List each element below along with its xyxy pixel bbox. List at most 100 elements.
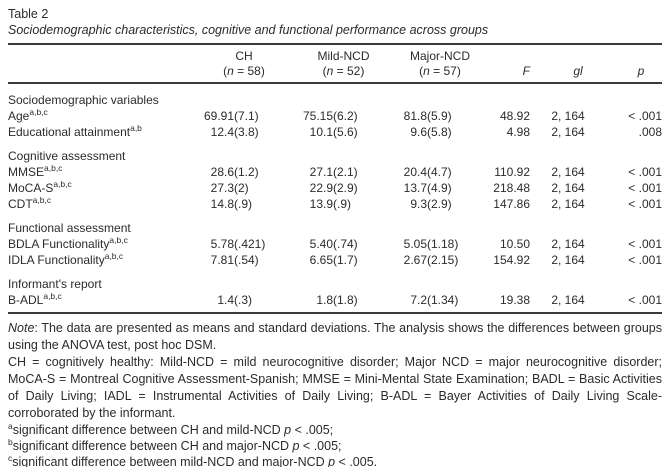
major-mean: 13.7 <box>403 181 427 195</box>
table-number: Table 2 <box>8 7 49 21</box>
row-superscript: a,b,c <box>104 251 124 261</box>
row-label-cell: Agea,b,c <box>8 108 194 124</box>
mild-sd: (2.1) <box>333 165 358 179</box>
gl-value: 2, 164 <box>551 125 585 139</box>
footnote-marker: c <box>8 452 13 463</box>
ch-sd: (.9) <box>234 197 252 211</box>
gl-value: 2, 164 <box>551 293 585 307</box>
major-mean: 20.4 <box>403 165 427 179</box>
section-row: Cognitive assessment <box>8 140 662 164</box>
table-row: B-ADLa,b,c 1.4 (.3) 1.8 (1.8) 7.2 (1.34)… <box>8 292 662 313</box>
gl-value: 2, 164 <box>551 181 585 195</box>
note-paragraph: Note: The data are presented as means an… <box>8 321 662 352</box>
ch-sd: (.54) <box>234 253 259 267</box>
mild-sd: (.74) <box>333 237 358 251</box>
f-value: 4.98 <box>506 125 530 139</box>
mild-mean: 13.9 <box>309 197 333 211</box>
group-header-ch: CH (n = 58) <box>194 44 294 84</box>
section-title: Informant's report <box>8 277 102 291</box>
ch-mean: 14.8 <box>210 197 234 211</box>
header-spacer <box>8 44 194 84</box>
f-value: 147.86 <box>493 197 530 211</box>
major-mean: 7.2 <box>410 293 427 307</box>
p-symbol: p <box>292 439 300 453</box>
row-label: BDLA Functionality <box>8 237 110 251</box>
p-symbol: p <box>284 423 292 437</box>
group-header-mild-ncd: Mild-NCD (n = 52) <box>294 44 393 84</box>
major-sd: (5.8) <box>427 125 452 139</box>
row-superscript: a,b,c <box>43 291 62 301</box>
row-label: CDT <box>8 197 33 211</box>
mild-mean: 22.9 <box>309 181 333 195</box>
section-row: Functional assessment <box>8 212 662 236</box>
ch-mean: 12.4 <box>210 125 234 139</box>
row-superscript: a,b <box>130 123 142 133</box>
table-notes: Note: The data are presented as means an… <box>8 320 662 467</box>
major-sd: (1.34) <box>427 293 459 307</box>
row-superscript: a,b,c <box>109 235 128 245</box>
row-label-cell: IDLA Functionalitya,b,c <box>8 252 194 268</box>
table-row: BDLA Functionalitya,b,c 5.78 (.421) 5.40… <box>8 236 662 252</box>
major-mean: 81.8 <box>403 109 427 123</box>
p-value: < .001 <box>628 165 662 179</box>
row-superscript: a,b,c <box>32 195 52 205</box>
row-label-cell: Educational attainmenta,b <box>8 124 194 140</box>
note-label: Note <box>8 321 35 335</box>
gl-value: 2, 164 <box>551 253 585 267</box>
row-superscript: a,b,c <box>29 107 48 117</box>
group-name: Major-NCD <box>410 49 470 63</box>
mild-mean: 1.8 <box>316 293 333 307</box>
mild-sd: (2.9) <box>333 181 358 195</box>
p-value: < .001 <box>628 109 662 123</box>
row-label-cell: MMSEa,b,c <box>8 164 194 180</box>
mild-sd: (1.8) <box>333 293 358 307</box>
mild-sd: (5.6) <box>333 125 358 139</box>
f-value: 10.50 <box>499 237 530 251</box>
major-sd: (1.18) <box>427 237 459 251</box>
p-symbol: p <box>328 455 336 467</box>
f-value: 154.92 <box>493 253 530 267</box>
row-label-cell: CDTa,b,c <box>8 196 194 212</box>
f-value: 110.92 <box>494 165 530 179</box>
section-title: Sociodemographic variables <box>8 93 159 107</box>
p-value: < .001 <box>628 253 662 267</box>
ch-mean: 1.4 <box>217 293 234 307</box>
major-sd: (5.9) <box>427 109 452 123</box>
f-value: 48.92 <box>499 109 530 123</box>
major-mean: 9.6 <box>410 125 427 139</box>
row-label-cell: MoCA-Sa,b,c <box>8 180 194 196</box>
ch-sd: (1.2) <box>234 165 259 179</box>
section-row: Informant's report <box>8 268 662 292</box>
row-label-cell: B-ADLa,b,c <box>8 292 194 313</box>
section-title: Functional assessment <box>8 221 131 235</box>
mild-sd: (.9) <box>333 197 351 211</box>
mild-mean: 5.40 <box>309 237 333 251</box>
stat-header-f: F <box>487 44 530 84</box>
table-caption: Sociodemographic characteristics, cognit… <box>8 23 489 37</box>
row-label: MMSE <box>8 165 44 179</box>
p-value: < .001 <box>628 181 662 195</box>
major-sd: (2.15) <box>427 253 459 267</box>
major-mean: 5.05 <box>403 237 427 251</box>
mild-mean: 6.65 <box>309 253 333 267</box>
table-row: IDLA Functionalitya,b,c 7.81 (.54) 6.65 … <box>8 252 662 268</box>
group-n: (n = 52) <box>322 64 365 78</box>
gl-value: 2, 164 <box>551 197 585 211</box>
section-row: Sociodemographic variables <box>8 83 662 108</box>
gl-value: 2, 164 <box>551 109 585 123</box>
row-label: IDLA Functionality <box>8 253 105 267</box>
ch-mean: 27.3 <box>210 181 234 195</box>
table-row: Agea,b,c 69.91 (7.1) 75.15 (6.2) 81.8 (5… <box>8 108 662 124</box>
major-mean: 9.3 <box>410 197 427 211</box>
major-sd: (4.7) <box>427 165 452 179</box>
f-value: 218.48 <box>493 181 530 195</box>
mild-sd: (6.2) <box>333 109 358 123</box>
footnote-a: asignificant difference between CH and m… <box>8 420 334 437</box>
row-label-cell: BDLA Functionalitya,b,c <box>8 236 194 252</box>
group-name: CH <box>235 49 253 63</box>
row-label: MoCA-S <box>8 181 54 195</box>
footnote-marker: a <box>8 420 13 431</box>
mild-mean: 27.1 <box>309 165 333 179</box>
group-header-major-ncd: Major-NCD (n = 57) <box>393 44 487 84</box>
